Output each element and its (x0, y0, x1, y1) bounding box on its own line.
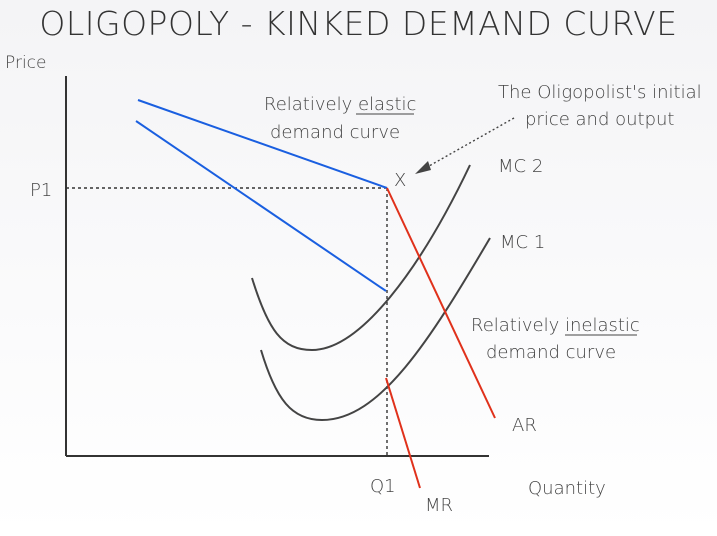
elastic-annotation-prefix: Relatively (264, 94, 358, 115)
elastic-annotation-line2: demand curve (270, 122, 400, 143)
elastic-annotation-line1: Relatively elastic (264, 94, 416, 115)
ar-label: AR (512, 415, 537, 436)
diagram-title: OLIGOPOLY - KINKED DEMAND CURVE (39, 4, 678, 43)
mc2-label: MC 2 (498, 156, 543, 177)
initial-annotation-line1: The Oligopolist's initial (498, 82, 702, 103)
mc1-label: MC 1 (500, 232, 545, 253)
price-mark-label: P1 (30, 180, 52, 201)
quantity-mark-label: Q1 (370, 476, 396, 497)
inelastic-annotation-line1: Relatively inelastic (471, 315, 640, 336)
mr-elastic-segment (135, 120, 387, 292)
inelastic-annotation-prefix: Relatively (471, 315, 565, 336)
y-axis-label: Price (5, 53, 46, 73)
inelastic-annotation-word: inelastic (565, 315, 640, 336)
elastic-annotation-word: elastic (358, 94, 416, 115)
mc1-curve (260, 237, 491, 422)
annotation-arrowhead (415, 161, 431, 174)
ar-inelastic-segment (386, 187, 496, 419)
mc2-curve (251, 164, 471, 352)
initial-annotation-line2: price and output (525, 109, 674, 130)
ar-elastic-segment (137, 99, 388, 189)
x-axis-label: Quantity (528, 478, 606, 499)
mr-label: MR (425, 495, 453, 516)
mr-inelastic-segment (385, 377, 421, 489)
kink-marker: X (394, 170, 406, 191)
inelastic-annotation-line2: demand curve (486, 342, 616, 363)
